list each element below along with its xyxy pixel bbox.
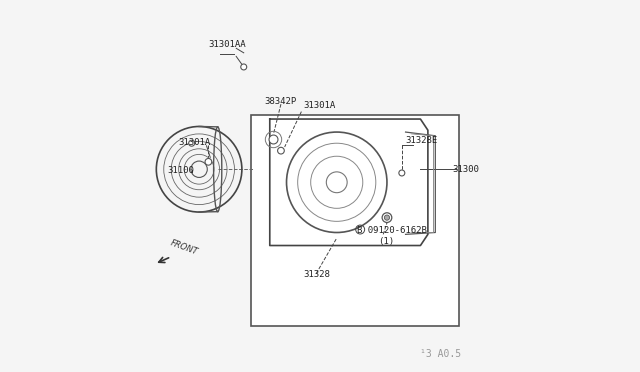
Circle shape bbox=[205, 158, 212, 165]
Circle shape bbox=[189, 140, 195, 146]
Circle shape bbox=[269, 135, 278, 144]
Text: 31301A: 31301A bbox=[179, 138, 211, 147]
Text: 38342P: 38342P bbox=[264, 97, 296, 106]
Text: B 09120-6162B: B 09120-6162B bbox=[357, 225, 427, 234]
Text: FRONT: FRONT bbox=[170, 238, 200, 257]
Circle shape bbox=[241, 64, 246, 70]
Text: (1): (1) bbox=[378, 237, 394, 246]
Text: ¹3 A0.5: ¹3 A0.5 bbox=[420, 349, 461, 359]
Text: 31300: 31300 bbox=[452, 165, 479, 174]
Circle shape bbox=[399, 170, 405, 176]
Circle shape bbox=[278, 147, 284, 154]
Text: 31100: 31100 bbox=[168, 166, 195, 175]
Circle shape bbox=[385, 215, 390, 220]
FancyBboxPatch shape bbox=[251, 115, 460, 326]
Text: 31301AA: 31301AA bbox=[209, 39, 246, 48]
Text: 31301A: 31301A bbox=[303, 101, 335, 110]
Text: 31328: 31328 bbox=[303, 270, 330, 279]
Text: 31328E: 31328E bbox=[406, 136, 438, 145]
